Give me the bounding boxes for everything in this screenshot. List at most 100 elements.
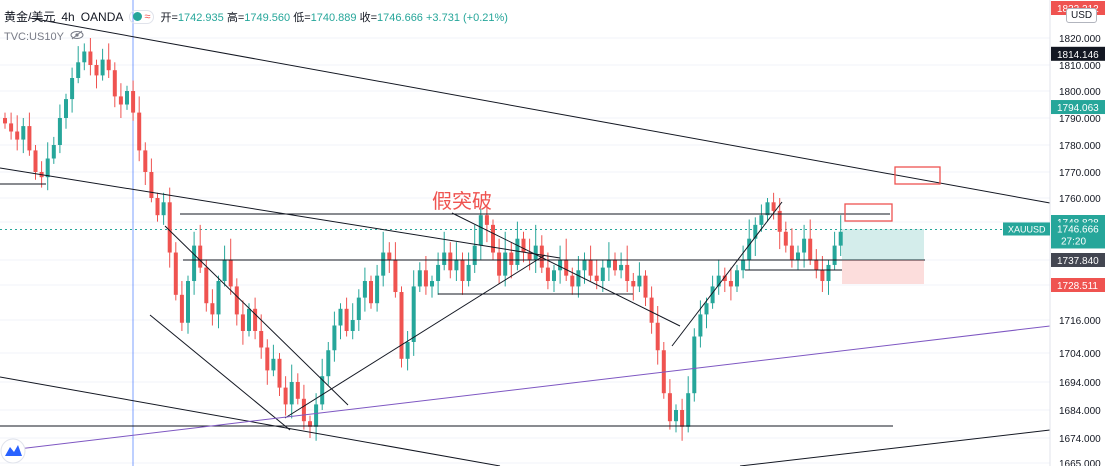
candle-body[interactable] <box>167 202 172 253</box>
candle-body[interactable] <box>484 215 489 225</box>
candle-body[interactable] <box>820 270 825 282</box>
candle-body[interactable] <box>393 259 398 293</box>
candle-body[interactable] <box>692 336 697 394</box>
candle-body[interactable] <box>783 231 788 246</box>
candle-body[interactable] <box>240 314 245 331</box>
candle-body[interactable] <box>735 270 739 287</box>
candle-body[interactable] <box>210 303 215 315</box>
candle-body[interactable] <box>686 393 691 427</box>
candle-body[interactable] <box>155 198 160 216</box>
candle-body[interactable] <box>814 259 819 271</box>
middle-descending-line[interactable] <box>0 167 561 259</box>
currency-button[interactable]: USD <box>1066 8 1098 23</box>
candle-body[interactable] <box>625 264 630 282</box>
candle-body[interactable] <box>338 308 343 326</box>
candle-body[interactable] <box>722 275 727 282</box>
candle-body[interactable] <box>314 404 319 427</box>
candle-body[interactable] <box>423 270 428 287</box>
candle-body[interactable] <box>637 275 642 287</box>
candle-body[interactable] <box>265 347 270 371</box>
candle-body[interactable] <box>606 259 611 268</box>
candle-body[interactable] <box>497 252 502 276</box>
candle-body[interactable] <box>88 51 93 66</box>
price-axis[interactable]: 1665.000 1674.000 1684.000 1694.000 1704.000… <box>1059 34 1101 470</box>
candle-body[interactable] <box>674 410 678 422</box>
candle-body[interactable] <box>704 303 709 315</box>
candle-body[interactable] <box>277 358 282 388</box>
candle-body[interactable] <box>320 376 325 405</box>
candle-body[interactable] <box>649 297 654 323</box>
candle-body[interactable] <box>100 59 105 76</box>
candle-body[interactable] <box>613 259 617 271</box>
candle-body[interactable] <box>436 264 441 282</box>
candle-body[interactable] <box>186 281 190 323</box>
candle-body[interactable] <box>472 245 477 265</box>
candle-body[interactable] <box>789 245 794 260</box>
candle-body[interactable] <box>161 202 166 216</box>
candle-body[interactable] <box>198 245 203 268</box>
candle-body[interactable] <box>387 252 392 260</box>
candle-body[interactable] <box>131 91 136 113</box>
candle-body[interactable] <box>9 123 14 132</box>
candle-body[interactable] <box>667 393 672 422</box>
candle-body[interactable] <box>70 78 75 100</box>
candle-body[interactable] <box>521 238 526 253</box>
pullback-trendline[interactable] <box>451 212 681 327</box>
candle-body[interactable] <box>118 96 123 105</box>
candle-body[interactable] <box>741 259 746 271</box>
candle-body[interactable] <box>832 245 837 265</box>
bottom-right-ascending-line[interactable] <box>739 429 1051 467</box>
candle-body[interactable] <box>442 252 447 265</box>
upper-descending-channel-line[interactable] <box>29 17 1051 204</box>
candle-body[interactable] <box>655 322 660 351</box>
decline-leg-right[interactable] <box>149 314 291 431</box>
candle-body[interactable] <box>173 252 178 295</box>
candle-body[interactable] <box>204 267 209 304</box>
candle-body[interactable] <box>295 382 300 399</box>
candle-body[interactable] <box>588 259 593 276</box>
candle-body[interactable] <box>759 215 764 225</box>
candle-body[interactable] <box>57 118 62 145</box>
candle-body[interactable] <box>710 286 715 304</box>
candle-body[interactable] <box>570 275 575 287</box>
rally-trendline[interactable] <box>671 201 783 347</box>
candle-body[interactable] <box>826 264 831 282</box>
candle-body[interactable] <box>405 342 410 359</box>
candle-body[interactable] <box>76 62 81 78</box>
candle-body[interactable] <box>21 126 26 140</box>
candle-body[interactable] <box>838 231 843 246</box>
candle-body[interactable] <box>216 281 221 315</box>
candle-body[interactable] <box>45 158 50 178</box>
candle-body[interactable] <box>448 252 453 271</box>
candle-body[interactable] <box>753 224 758 239</box>
candle-body[interactable] <box>3 118 7 124</box>
candle-body[interactable] <box>558 259 563 271</box>
candle-body[interactable] <box>533 245 538 260</box>
candle-body[interactable] <box>15 131 20 140</box>
candle-body[interactable] <box>808 238 813 260</box>
long-position-loss-zone[interactable] <box>842 260 924 284</box>
long-position-profit-zone[interactable] <box>842 229 924 260</box>
candle-body[interactable] <box>308 421 312 427</box>
purple-ascending-line[interactable] <box>9 325 1051 451</box>
candle-body[interactable] <box>381 252 386 276</box>
candle-body[interactable] <box>564 259 569 276</box>
candle-body[interactable] <box>771 202 776 211</box>
candle-body[interactable] <box>112 70 117 97</box>
candle-body[interactable] <box>106 59 111 71</box>
candle-body[interactable] <box>680 410 685 427</box>
candle-body[interactable] <box>234 286 239 315</box>
candle-body[interactable] <box>600 267 605 282</box>
rise-trendline[interactable] <box>284 254 546 419</box>
candle-body[interactable] <box>491 224 495 253</box>
candle-body[interactable] <box>466 264 471 282</box>
candle-body[interactable] <box>247 308 251 331</box>
candle-body[interactable] <box>149 172 154 198</box>
candle-body[interactable] <box>51 145 56 159</box>
candle-body[interactable] <box>503 252 508 276</box>
candle-body[interactable] <box>545 267 550 282</box>
candle-body[interactable] <box>417 270 422 287</box>
candle-body[interactable] <box>698 314 703 337</box>
candle-body[interactable] <box>344 308 349 331</box>
candle-body[interactable] <box>222 259 227 282</box>
